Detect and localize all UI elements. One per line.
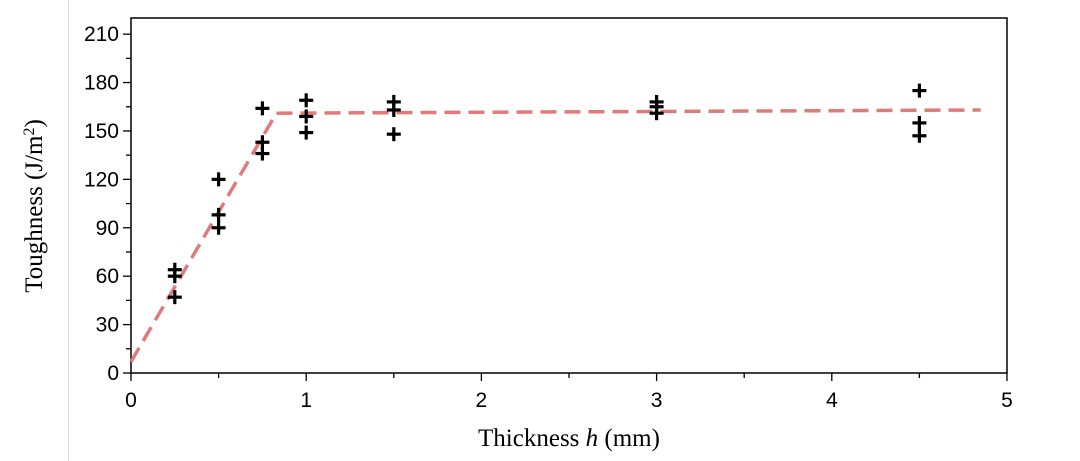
data-point bbox=[299, 93, 314, 108]
data-point bbox=[912, 128, 927, 143]
data-point bbox=[255, 101, 270, 116]
x-tick-label: 3 bbox=[651, 389, 663, 412]
y-tick-label: 150 bbox=[84, 120, 119, 143]
x-tick-label: 0 bbox=[125, 389, 137, 412]
x-axis-title: Thickness h (mm) bbox=[478, 425, 660, 452]
x-tick-label: 2 bbox=[476, 389, 488, 412]
data-point bbox=[299, 125, 314, 140]
y-tick-label: 0 bbox=[107, 362, 119, 385]
data-point bbox=[211, 207, 226, 222]
y-tick-label: 90 bbox=[96, 217, 119, 240]
x-tick-label: 5 bbox=[1001, 389, 1013, 412]
y-tick-label: 30 bbox=[96, 314, 119, 337]
data-point bbox=[211, 220, 226, 235]
data-point bbox=[912, 83, 927, 98]
x-tick-label: 4 bbox=[826, 389, 838, 412]
data-point bbox=[386, 102, 401, 117]
x-tick-label: 1 bbox=[300, 389, 312, 412]
x-axis-ticks: 0 1 2 3 4 5 bbox=[125, 373, 1013, 412]
fit-line bbox=[129, 108, 981, 363]
data-point bbox=[649, 106, 664, 121]
data-point bbox=[255, 146, 270, 161]
data-point bbox=[386, 127, 401, 142]
y-tick-label: 120 bbox=[84, 168, 119, 191]
y-tick-label: 60 bbox=[96, 265, 119, 288]
data-points bbox=[167, 83, 927, 305]
y-axis-title: Toughness (J/m2) bbox=[21, 119, 49, 293]
data-point bbox=[299, 109, 314, 124]
y-tick-label: 210 bbox=[84, 23, 119, 46]
fit-line-group bbox=[129, 108, 981, 363]
plot-frame bbox=[130, 17, 1008, 374]
data-point bbox=[912, 115, 927, 130]
y-axis-ticks: 0 30 60 90 120 150 180 210 bbox=[84, 23, 131, 385]
plot-border bbox=[130, 17, 1008, 374]
data-point bbox=[211, 172, 226, 187]
page-divider bbox=[68, 0, 69, 461]
y-tick-label: 180 bbox=[84, 72, 119, 95]
data-point bbox=[167, 269, 182, 284]
data-point bbox=[167, 290, 182, 305]
